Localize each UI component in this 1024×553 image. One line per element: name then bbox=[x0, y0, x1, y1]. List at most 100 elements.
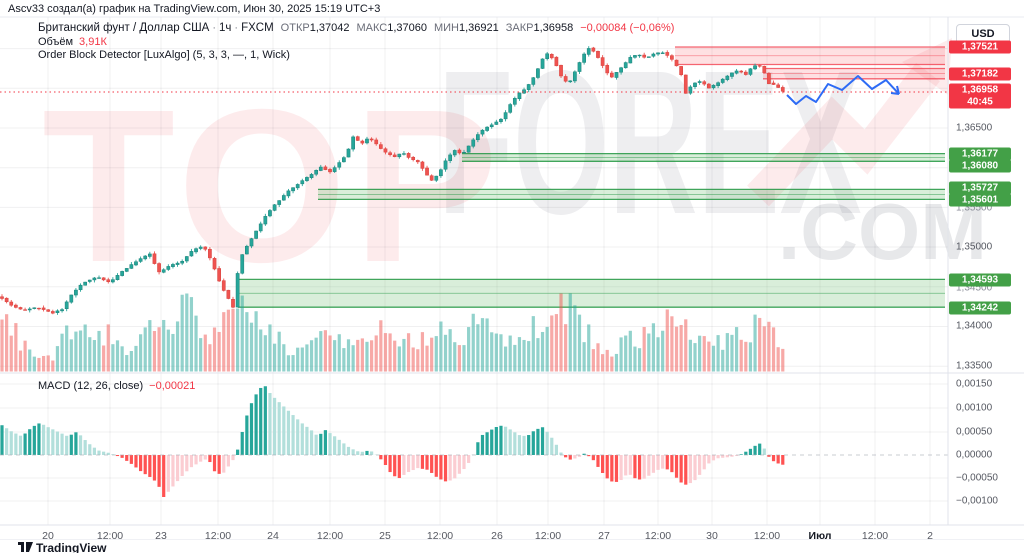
macd-histogram-bar bbox=[397, 455, 401, 479]
symbol-name[interactable]: Британский фунт / Доллар США bbox=[38, 22, 210, 34]
macd-histogram-bar bbox=[513, 432, 517, 455]
volume-bar bbox=[203, 334, 207, 372]
volume-bar bbox=[776, 347, 780, 372]
volume-bar bbox=[628, 330, 632, 372]
volume-bar bbox=[319, 331, 323, 372]
macd-histogram-bar bbox=[356, 451, 360, 455]
macd-axis-label: 0,00000 bbox=[956, 449, 993, 461]
volume-legend-row[interactable]: Объём 3,91К bbox=[38, 36, 107, 48]
macd-histogram-bar bbox=[41, 424, 46, 455]
candle-body bbox=[106, 279, 111, 283]
volume-bar bbox=[245, 312, 249, 372]
volume-bar bbox=[365, 341, 369, 372]
macd-histogram-bar bbox=[614, 455, 619, 482]
price-zone-tag: 1,36177 bbox=[949, 147, 1011, 161]
tradingview-logo-icon[interactable] bbox=[18, 542, 33, 552]
candle-body bbox=[730, 72, 734, 77]
bar-countdown: 40:45 bbox=[967, 96, 993, 107]
candle-body bbox=[480, 129, 485, 135]
candle-body bbox=[471, 139, 476, 147]
macd-histogram-bar bbox=[222, 455, 226, 473]
tradingview-brand[interactable]: TradingView bbox=[36, 541, 107, 553]
volume-bar bbox=[471, 313, 475, 372]
volume-bar bbox=[698, 335, 702, 372]
macd-histogram-bar bbox=[314, 434, 318, 455]
macd-histogram-bar bbox=[388, 455, 392, 473]
macd-histogram-bar bbox=[171, 455, 175, 487]
volume-bar bbox=[162, 319, 166, 372]
macd-histogram-bar bbox=[693, 455, 697, 481]
macd-histogram-bar bbox=[208, 455, 212, 463]
macd-histogram-bar bbox=[568, 455, 572, 460]
ohlc-values: ОТКР1,37042 МАКС1,37060 МИН1,36921 ЗАКР1,36… bbox=[274, 22, 574, 34]
volume-bar bbox=[120, 346, 124, 372]
macd-histogram-bar bbox=[5, 428, 9, 455]
macd-histogram-bar bbox=[212, 455, 217, 472]
volume-bar bbox=[393, 340, 397, 372]
macd-histogram-bar bbox=[240, 431, 244, 455]
candle-body bbox=[434, 175, 439, 181]
interval-label[interactable]: 1ч bbox=[219, 22, 232, 34]
price-zone-tag: 1,37182 bbox=[949, 67, 1011, 81]
candle-body bbox=[660, 52, 665, 54]
candle-body bbox=[184, 256, 189, 262]
volume-bar bbox=[0, 319, 4, 372]
macd-histogram-bar bbox=[448, 455, 452, 481]
macd-histogram-bar bbox=[679, 455, 683, 483]
volume-bar bbox=[605, 349, 609, 372]
price-axis-label: 1,34500 bbox=[956, 282, 993, 294]
macd-histogram-bar bbox=[434, 455, 438, 477]
macd-histogram-bar bbox=[554, 444, 558, 455]
volume-bar bbox=[550, 315, 554, 372]
candle-body bbox=[369, 138, 374, 141]
macd-histogram-bar bbox=[698, 455, 702, 475]
macd-legend-row[interactable]: MACD (12, 26, close) −0,00021 bbox=[38, 380, 195, 392]
candle-body bbox=[743, 71, 748, 75]
volume-bar bbox=[545, 326, 549, 372]
macd-histogram-bar bbox=[508, 429, 512, 455]
exchange-label[interactable]: FXCM bbox=[241, 22, 274, 34]
candle-body bbox=[332, 167, 337, 172]
symbol-legend-row[interactable]: Британский фунт / Доллар США · 1ч · FXCM ОТКР… bbox=[38, 22, 675, 34]
macd-histogram-bar bbox=[702, 455, 706, 470]
volume-bar bbox=[212, 327, 217, 372]
volume-bar bbox=[559, 293, 563, 372]
candle-body bbox=[443, 160, 448, 170]
macd-axis-label: −0,00100 bbox=[956, 495, 998, 507]
candle-body bbox=[263, 216, 268, 225]
time-axis-label: 12:00 bbox=[316, 530, 344, 542]
candle-body bbox=[462, 151, 466, 154]
last-price-value: 1,36958 bbox=[961, 84, 999, 96]
volume-bar bbox=[370, 340, 374, 372]
candle-body bbox=[249, 238, 254, 247]
candle-body bbox=[258, 223, 263, 232]
macd-histogram-bar bbox=[249, 403, 254, 455]
ohlc-label: МИН bbox=[433, 22, 459, 34]
candle-body bbox=[171, 264, 175, 267]
macd-histogram-bar bbox=[531, 431, 535, 455]
volume-bar bbox=[143, 327, 147, 372]
macd-histogram-bar bbox=[716, 455, 720, 459]
volume-bar bbox=[194, 315, 198, 372]
macd-histogram-bar bbox=[282, 406, 286, 455]
candle-body bbox=[365, 138, 369, 144]
indicator-legend-row[interactable]: Order Block Detector [LuxAlgo] (5, 3, 3,… bbox=[38, 49, 290, 61]
price-axis[interactable]: USD 1,36500 1,35500 1,35000 1,34500 1,34000 1… bbox=[948, 17, 1024, 525]
volume-bar bbox=[351, 345, 355, 372]
volume-bar bbox=[148, 320, 152, 372]
macd-histogram-bar bbox=[725, 455, 729, 458]
price-axis-label: 1,36500 bbox=[956, 122, 993, 134]
time-axis-label: 2 bbox=[927, 530, 933, 542]
candle-body bbox=[245, 245, 249, 255]
price-zone-tag: 1,34242 bbox=[949, 301, 1011, 315]
time-axis[interactable]: 20 12:00 23 12:00 24 12:00 25 12:00 26 12:00 27 12:… bbox=[0, 525, 1024, 542]
candle-body bbox=[512, 98, 517, 105]
volume-bar bbox=[268, 324, 272, 372]
volume-bar bbox=[23, 340, 27, 372]
volume-bar bbox=[152, 330, 157, 372]
macd-histogram-bar bbox=[162, 455, 166, 497]
volume-bar bbox=[88, 337, 92, 372]
volume-bar bbox=[513, 344, 517, 372]
volume-bar bbox=[18, 350, 23, 372]
